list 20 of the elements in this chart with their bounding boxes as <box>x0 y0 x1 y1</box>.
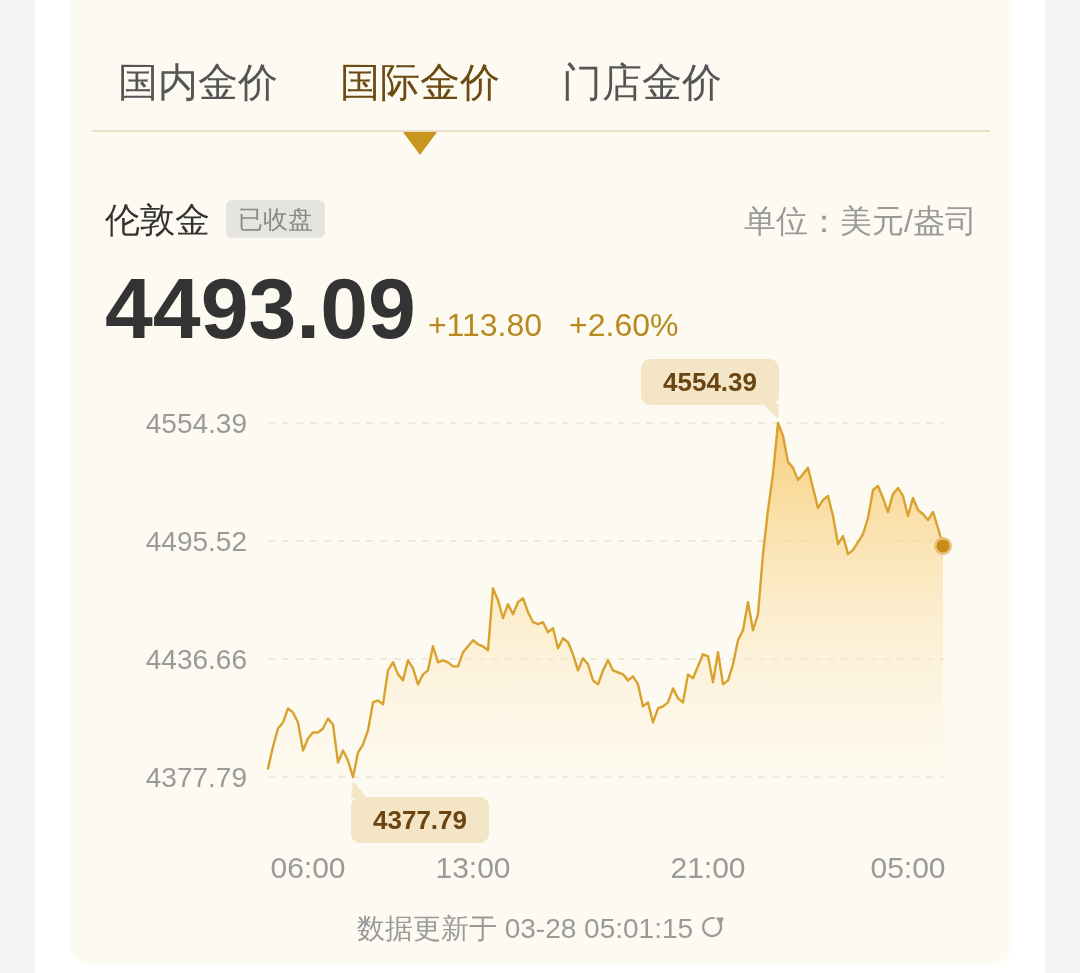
tab-label: 国内金价 <box>118 60 278 104</box>
x-tick-label: 05:00 <box>870 851 946 884</box>
unit-label: 单位：美元/盎司 <box>744 203 977 239</box>
footer-note: 数据更新于 03-28 05:01:15 <box>356 913 694 944</box>
tab-label: 国际金价 <box>340 60 500 104</box>
title: 伦敦金 <box>105 200 210 239</box>
x-tick-label: 13:00 <box>435 851 511 884</box>
x-tick-label: 06:00 <box>270 851 346 884</box>
tab-label: 门店金价 <box>562 60 722 104</box>
badge-label: 已收盘 <box>238 205 313 233</box>
price-label: 4493.09 <box>105 260 416 356</box>
x-tick-label: 21:00 <box>670 851 746 884</box>
y-tick-label: 4377.79 <box>145 762 247 793</box>
y-tick-label: 4436.66 <box>145 644 247 675</box>
point-note-label: 4554.39 <box>663 367 757 397</box>
change-label: +113.80 <box>427 307 543 343</box>
point-note-label: 4377.79 <box>373 805 467 835</box>
change-percent-label: +2.60% <box>569 307 679 343</box>
y-tick-label: 4495.52 <box>145 526 247 557</box>
y-tick-label: 4554.39 <box>145 408 247 439</box>
